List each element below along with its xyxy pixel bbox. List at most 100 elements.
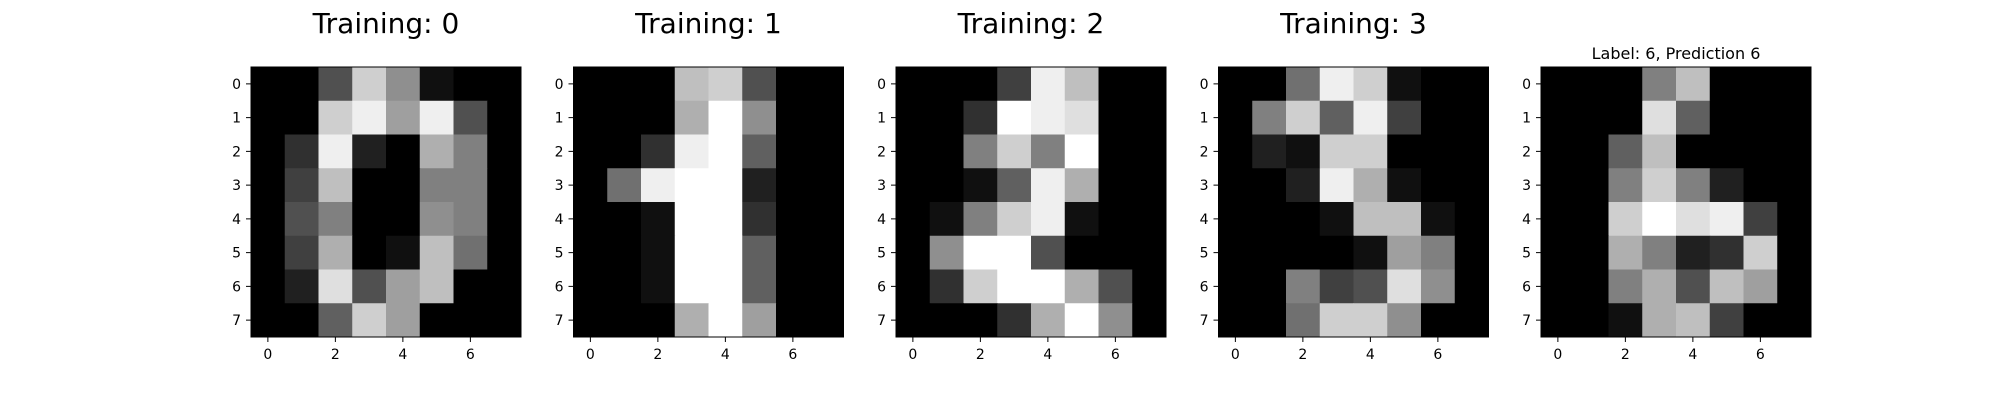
pixel-cell [284, 100, 319, 135]
pixel-cell [1031, 67, 1066, 102]
pixel-cell [251, 168, 286, 203]
pixel-cell [1319, 168, 1354, 203]
pixel-cell [641, 134, 676, 169]
pixel-cell [1064, 134, 1099, 169]
y-tick-label: 2 [1522, 144, 1531, 160]
pixel-cell [1777, 168, 1812, 203]
pixel-cell [251, 235, 286, 270]
pixel-cell [284, 134, 319, 169]
panel-title: Training: 0 [312, 7, 460, 40]
pixel-cell [896, 100, 931, 135]
y-tick-label: 5 [232, 246, 241, 262]
pixel-cell [573, 303, 608, 338]
y-tick-label: 0 [555, 77, 564, 93]
pixel-cell [1031, 100, 1066, 135]
y-tick-label: 4 [232, 212, 241, 228]
pixel-cell [776, 269, 811, 304]
y-tick-label: 4 [877, 212, 886, 228]
pixel-cell [1218, 168, 1253, 203]
y-tick-label: 2 [1200, 144, 1209, 160]
pixel-cell [1319, 100, 1354, 135]
pixel-cell [487, 303, 522, 338]
x-tick-label: 2 [1621, 347, 1630, 363]
pixel-cell [1743, 168, 1778, 203]
pixel-cell [1709, 168, 1744, 203]
pixel-cell [1132, 269, 1167, 304]
pixel-cell [1777, 100, 1812, 135]
panel-title: Training: 2 [957, 7, 1105, 40]
pixel-cell [1454, 269, 1489, 304]
y-tick-label: 0 [232, 77, 241, 93]
pixel-cell [284, 67, 319, 102]
pixel-cell [708, 67, 743, 102]
pixel-cell [708, 202, 743, 237]
image-panel-2: Training: 2 0 1 2 3 4 5 6 7 0 2 4 6 [877, 7, 1167, 363]
pixel-cell [1387, 168, 1422, 203]
y-tick-label: 4 [1522, 212, 1531, 228]
pixel-cell [1286, 269, 1321, 304]
pixel-cell [352, 269, 387, 304]
panel-title: Label: 6, Prediction 6 [1592, 44, 1761, 63]
axes-frame [250, 66, 522, 338]
pixel-cell [607, 202, 642, 237]
pixel-cell [1218, 134, 1253, 169]
pixel-cell [963, 202, 998, 237]
pixel-cell [1642, 235, 1677, 270]
x-tick-label: 6 [788, 347, 797, 363]
pixel-cell [1642, 100, 1677, 135]
pixel-cell [1098, 235, 1133, 270]
y-tick-label: 7 [877, 313, 886, 329]
pixel-cell [1098, 269, 1133, 304]
pixel-cell [1098, 67, 1133, 102]
pixel-cell [1743, 100, 1778, 135]
x-tick-label: 4 [721, 347, 730, 363]
pixel-cell [1098, 168, 1133, 203]
pixel-cell [1132, 202, 1167, 237]
panel-title: Training: 3 [1279, 7, 1427, 40]
pixel-cell [997, 235, 1032, 270]
pixel-cell [607, 235, 642, 270]
pixel-cell [1454, 303, 1489, 338]
pixel-cell [284, 303, 319, 338]
pixel-cell [1319, 67, 1354, 102]
pixel-cell [997, 168, 1032, 203]
pixel-cell [1574, 168, 1609, 203]
x-tick-label: 0 [586, 347, 595, 363]
pixel-cell [1608, 202, 1643, 237]
pixel-cell [1031, 134, 1066, 169]
pixel-cell [1218, 67, 1253, 102]
pixel-cell [318, 134, 353, 169]
pixel-cell [1132, 303, 1167, 338]
pixel-cell [1574, 100, 1609, 135]
pixel-cell [318, 168, 353, 203]
y-tick-label: 3 [877, 178, 886, 194]
pixel-cell [1353, 269, 1388, 304]
pixel-cell [251, 303, 286, 338]
pixel-cell [1286, 202, 1321, 237]
pixel-cell [1454, 67, 1489, 102]
image-panel-4: Label: 6, Prediction 6 0 1 2 3 4 5 6 7 0 2 4 6 [1522, 44, 1812, 363]
pixel-cell [708, 269, 743, 304]
pixel-cell [809, 168, 844, 203]
y-tick-label: 7 [232, 313, 241, 329]
pixel-cell [1574, 202, 1609, 237]
pixel-cell [419, 67, 454, 102]
pixel-cell [1574, 269, 1609, 304]
pixel-cell [386, 67, 421, 102]
pixel-cell [1642, 303, 1677, 338]
image-panel-3: Training: 3 0 1 2 3 4 5 6 7 0 2 4 6 [1200, 7, 1489, 363]
pixel-cell [1743, 303, 1778, 338]
pixel-cell [1286, 303, 1321, 338]
pixel-cell [284, 202, 319, 237]
pixel-cell [1676, 168, 1711, 203]
pixel-cell [1421, 168, 1456, 203]
pixel-cell [352, 235, 387, 270]
pixel-cell [251, 269, 286, 304]
y-tick-label: 6 [232, 279, 241, 295]
pixel-cell [1743, 269, 1778, 304]
pixel-cell [1421, 303, 1456, 338]
y-tick-label: 5 [1522, 246, 1531, 262]
x-tick-label: 4 [398, 347, 407, 363]
x-tick-label: 0 [1231, 347, 1240, 363]
pixel-cell [607, 67, 642, 102]
